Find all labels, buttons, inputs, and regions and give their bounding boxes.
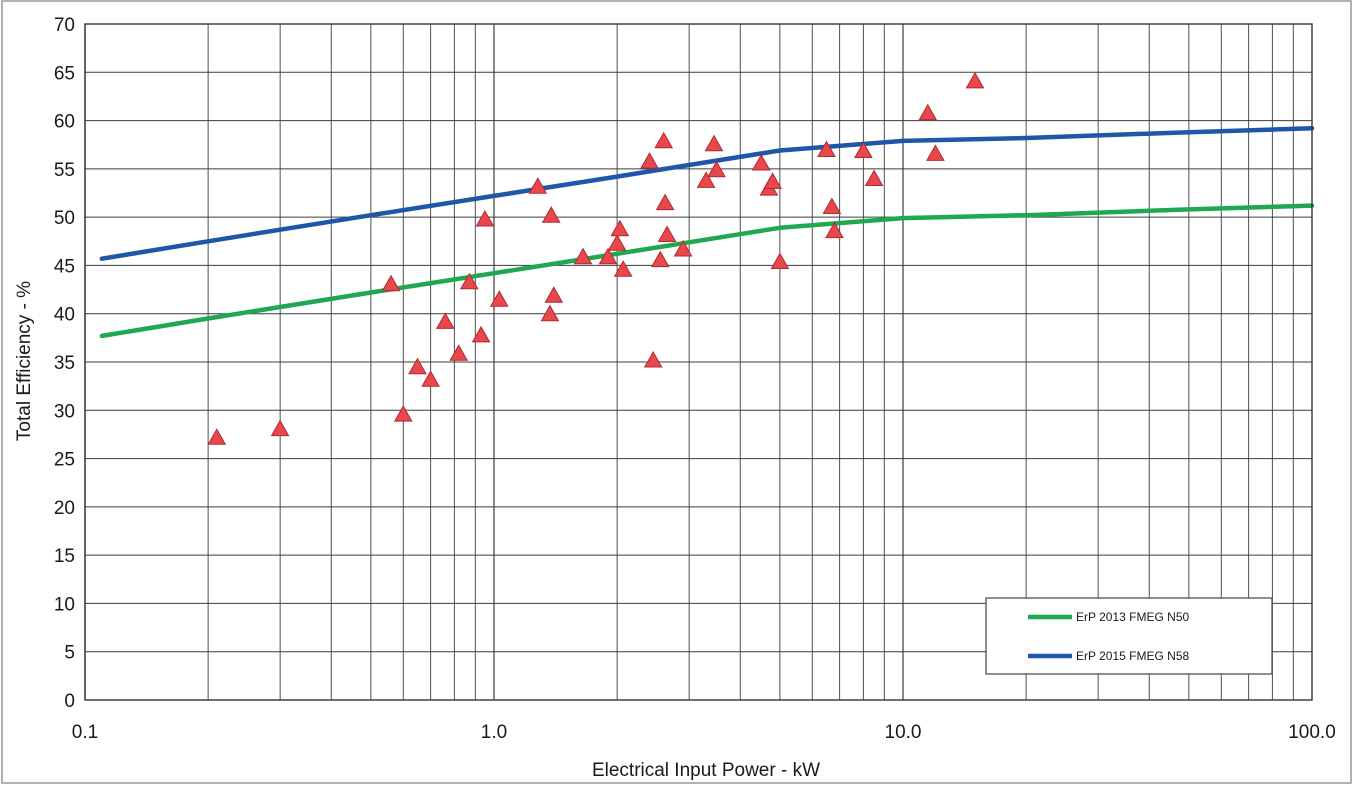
x-tick-label: 100.0 bbox=[1288, 722, 1336, 743]
series-line-0 bbox=[99, 203, 1315, 339]
data-point bbox=[654, 131, 674, 149]
y-tick-label: 40 bbox=[54, 305, 75, 326]
data-point bbox=[770, 252, 790, 269]
legend-label-n50: ErP 2013 FMEG N50 bbox=[1076, 610, 1189, 624]
data-point bbox=[657, 225, 677, 242]
data-point bbox=[763, 172, 782, 189]
data-point bbox=[696, 171, 716, 188]
y-tick-label: 55 bbox=[54, 160, 75, 181]
y-tick-label: 45 bbox=[54, 256, 75, 277]
y-axis-ticks: 0 5 10 15 20 25 30 35 40 45 50 55 60 65 70 bbox=[54, 15, 75, 712]
data-point bbox=[381, 274, 401, 292]
data-point bbox=[598, 247, 618, 265]
y-tick-label: 15 bbox=[54, 546, 75, 567]
x-axis-title: Electrical Input Power - kW bbox=[592, 760, 820, 781]
data-point bbox=[707, 160, 726, 178]
data-point bbox=[393, 405, 413, 422]
data-point bbox=[640, 152, 659, 169]
data-point bbox=[854, 141, 873, 158]
data-point bbox=[544, 286, 564, 303]
data-point bbox=[817, 140, 836, 157]
data-point bbox=[926, 144, 945, 161]
y-tick-label: 65 bbox=[54, 63, 75, 84]
y-tick-label: 0 bbox=[64, 691, 75, 712]
data-point bbox=[704, 134, 724, 152]
data-point bbox=[751, 153, 771, 171]
data-point bbox=[449, 344, 469, 361]
legend: ErP 2013 FMEG N50 ErP 2015 FMEG N58 bbox=[985, 597, 1273, 675]
scatter-points bbox=[207, 71, 985, 445]
data-point bbox=[673, 239, 693, 257]
data-point bbox=[613, 260, 633, 277]
data-point bbox=[207, 428, 227, 445]
series-lines bbox=[99, 126, 1315, 339]
data-point bbox=[421, 370, 440, 387]
x-tick-label: 0.1 bbox=[72, 722, 98, 743]
y-tick-label: 35 bbox=[54, 353, 75, 374]
plot-area-border bbox=[84, 23, 1313, 701]
y-tick-label: 25 bbox=[54, 450, 75, 471]
data-point bbox=[541, 206, 561, 223]
y-tick-label: 30 bbox=[54, 401, 75, 422]
data-point bbox=[435, 312, 455, 329]
data-point bbox=[610, 219, 630, 237]
data-point bbox=[459, 272, 479, 290]
legend-box bbox=[985, 597, 1273, 675]
data-point bbox=[650, 250, 670, 268]
legend-label-n58: ErP 2015 FMEG N58 bbox=[1076, 649, 1189, 663]
y-tick-label: 20 bbox=[54, 498, 75, 519]
y-tick-label: 60 bbox=[54, 112, 75, 133]
data-point bbox=[540, 304, 560, 322]
data-point bbox=[475, 209, 495, 227]
data-point bbox=[825, 221, 844, 239]
x-axis-ticks: 0.1 1.0 10.0 100.0 bbox=[72, 722, 1336, 743]
y-tick-label: 50 bbox=[54, 208, 75, 229]
data-point bbox=[655, 193, 675, 211]
data-point bbox=[822, 197, 842, 214]
data-point bbox=[270, 419, 290, 437]
data-point bbox=[965, 71, 985, 89]
data-point bbox=[573, 247, 593, 265]
y-tick-label: 70 bbox=[54, 15, 75, 36]
data-point bbox=[528, 177, 548, 194]
data-point bbox=[408, 357, 427, 375]
y-tick-label: 5 bbox=[64, 643, 75, 664]
data-point bbox=[607, 234, 627, 251]
y-axis-title: Total Efficiency - % bbox=[14, 281, 35, 441]
data-point bbox=[643, 350, 663, 368]
data-point bbox=[489, 290, 509, 307]
data-point bbox=[471, 325, 491, 343]
series-line-1 bbox=[99, 126, 1315, 261]
x-tick-label: 10.0 bbox=[885, 722, 922, 743]
x-tick-label: 1.0 bbox=[481, 722, 507, 743]
y-tick-label: 10 bbox=[54, 594, 75, 615]
data-point bbox=[918, 103, 938, 121]
data-point bbox=[864, 169, 884, 186]
